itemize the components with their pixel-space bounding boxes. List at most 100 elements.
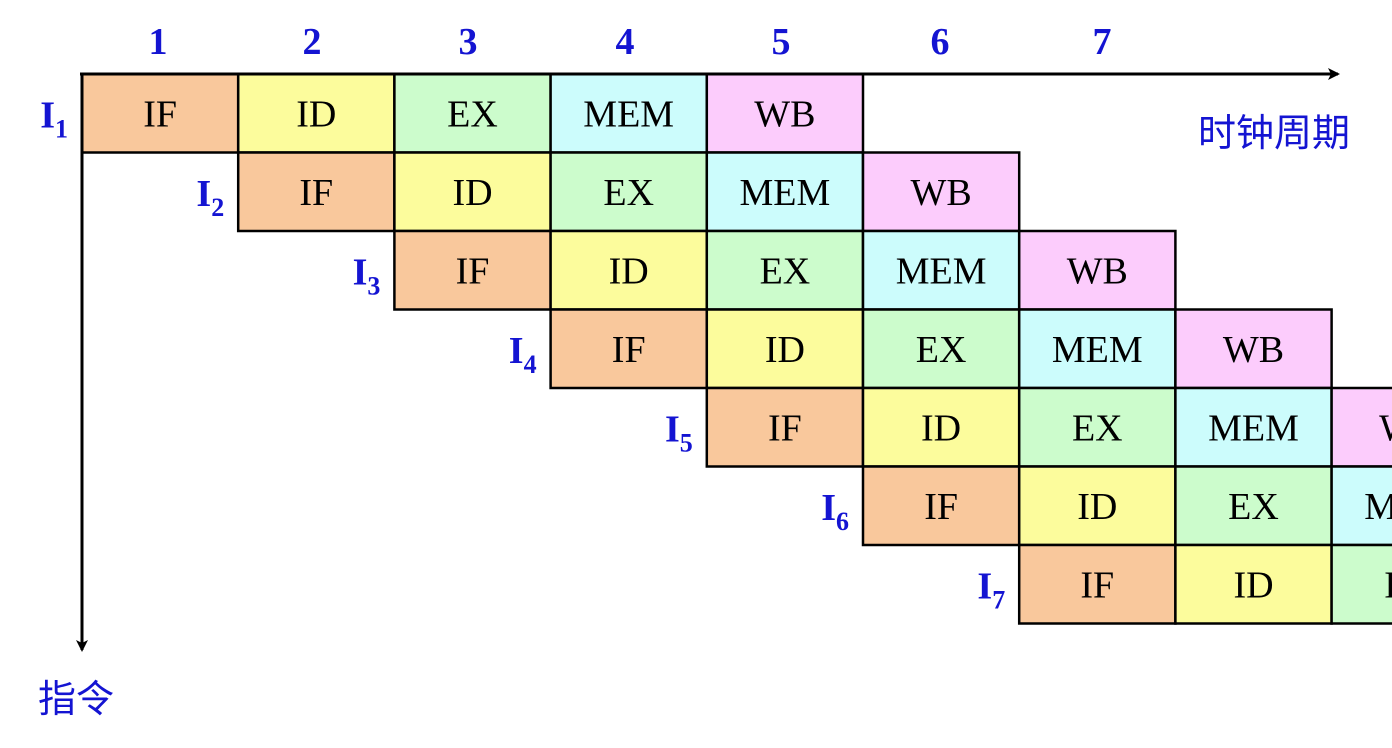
stage-cell-if: IF: [705, 386, 865, 468]
stage-box: [236, 72, 396, 154]
stage-box: [236, 151, 396, 233]
instruction-subscript: 1: [55, 114, 68, 143]
cycle-label-6: 6: [931, 21, 950, 63]
instruction-name: I: [353, 251, 368, 293]
stage-box: [549, 229, 709, 311]
cycle-label-3: 3: [459, 21, 478, 63]
instruction-label-5: I5: [665, 408, 693, 457]
stage-label: IF: [768, 407, 802, 449]
stage-box: [861, 308, 1021, 390]
stage-cell-if: IF: [549, 308, 709, 390]
stage-cell-wb: WB: [1017, 229, 1177, 311]
stage-box: [1017, 465, 1177, 547]
cycle-label-5: 5: [772, 21, 791, 63]
stage-box: [861, 151, 1021, 233]
instruction-subscript: 2: [211, 193, 224, 222]
stage-cell-id: ID: [1174, 543, 1333, 625]
stage-cell-mem: MEM: [1174, 386, 1333, 468]
stage-label: IF: [924, 486, 958, 528]
stage-label: ID: [765, 329, 805, 371]
stage-cell-if: IF: [861, 465, 1021, 547]
cycle-label-4: 4: [616, 21, 635, 63]
stage-label: ID: [1077, 486, 1117, 528]
stage-box: [1330, 386, 1392, 468]
stage-box: [1017, 386, 1177, 468]
stage-cell-ex: EX: [1330, 543, 1392, 625]
stage-box: [705, 386, 865, 468]
instruction-label-6: I6: [821, 487, 849, 536]
stage-label: MEM: [1052, 329, 1143, 371]
instruction-name: I: [665, 408, 680, 450]
stage-label: EX: [1384, 564, 1392, 606]
stage-label: EX: [760, 250, 811, 292]
instruction-label-4: I4: [509, 330, 537, 379]
stage-cell-ex: EX: [1017, 386, 1177, 468]
stage-label: IF: [299, 172, 333, 214]
instruction-label-2: I2: [196, 173, 224, 222]
stage-cell-mem: MEM: [705, 151, 865, 233]
stage-cell-mem: MEM: [549, 72, 709, 154]
stage-label: MEM: [583, 93, 674, 135]
instruction-name: I: [196, 173, 211, 215]
stage-label: ID: [1233, 564, 1273, 606]
stage-label: WB: [754, 93, 815, 135]
instruction-label-3: I3: [353, 251, 381, 300]
stage-box: [861, 386, 1021, 468]
stage-cell-wb: WB: [1330, 386, 1392, 468]
stage-cell-id: ID: [861, 386, 1021, 468]
stage-cell-ex: EX: [1174, 465, 1333, 547]
instruction-label-7: I7: [977, 565, 1005, 614]
stage-label: IF: [1080, 564, 1114, 606]
stage-cell-ex: EX: [861, 308, 1021, 390]
x-axis-label: 时钟周期: [1198, 111, 1350, 155]
stage-cell-if: IF: [1017, 543, 1177, 625]
stage-cell-id: ID: [1017, 465, 1177, 547]
stage-cell-id: ID: [236, 72, 396, 154]
stage-cell-wb: WB: [705, 72, 865, 154]
stage-box: [1017, 308, 1177, 390]
stage-label: ID: [296, 93, 336, 135]
y-axis-label: 指令: [38, 677, 114, 721]
stage-label: EX: [603, 172, 654, 214]
stage-label: ID: [921, 407, 961, 449]
stage-box: [1174, 308, 1333, 390]
instruction-subscript: 5: [680, 428, 693, 457]
stage-label: EX: [447, 93, 498, 135]
stage-cell-mem: MEM: [861, 229, 1021, 311]
stage-cell-ex: EX: [549, 151, 709, 233]
stage-label: ID: [452, 172, 492, 214]
stage-cell-if: IF: [393, 229, 552, 311]
stage-label: IF: [143, 93, 177, 135]
stage-label: MEM: [896, 250, 987, 292]
stage-box: [1330, 465, 1392, 547]
stage-cell-if: IF: [80, 72, 240, 154]
instruction-name: I: [509, 330, 524, 372]
stage-box: [549, 151, 709, 233]
stage-label: WB: [1379, 407, 1392, 449]
instruction-subscript: 4: [524, 350, 537, 379]
instruction-subscript: 6: [836, 507, 849, 536]
cycle-label-2: 2: [303, 21, 322, 63]
instruction-name: I: [977, 565, 992, 607]
stage-label: EX: [1072, 407, 1123, 449]
stage-label: MEM: [1208, 407, 1299, 449]
stage-box: [1330, 543, 1392, 625]
stage-cell-ex: EX: [393, 72, 552, 154]
cycle-label-7: 7: [1093, 21, 1112, 63]
stage-label: WB: [910, 172, 971, 214]
stage-box: [705, 308, 865, 390]
stage-label: MEM: [740, 172, 831, 214]
stage-label: IF: [612, 329, 646, 371]
stage-box: [861, 229, 1021, 311]
stage-label: IF: [456, 250, 490, 292]
stage-cell-if: IF: [236, 151, 396, 233]
stage-cell-id: ID: [705, 308, 865, 390]
stage-box: [1017, 543, 1177, 625]
stage-box: [549, 308, 709, 390]
stage-label: WB: [1223, 329, 1284, 371]
stage-label: WB: [1067, 250, 1128, 292]
instruction-name: I: [40, 94, 55, 136]
stage-label: ID: [609, 250, 649, 292]
